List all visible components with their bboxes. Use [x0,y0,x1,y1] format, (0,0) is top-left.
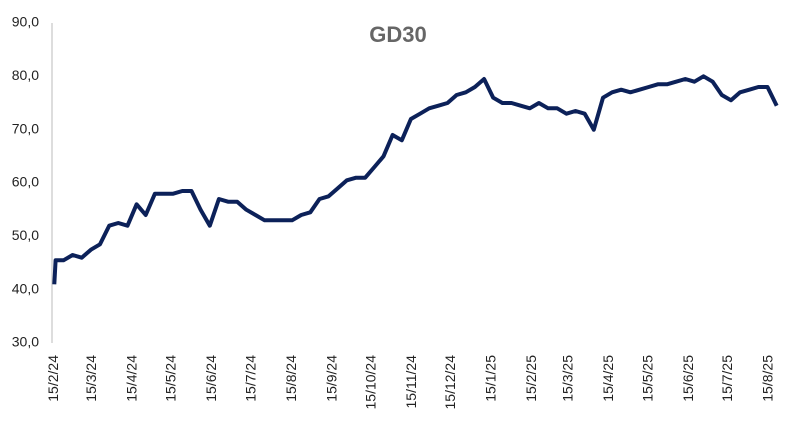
x-tick-label: 15/8/25 [760,355,776,402]
chart-title: GD30 [369,22,426,47]
x-tick-label: 15/8/24 [283,355,299,402]
x-tick-label: 15/3/24 [83,355,99,402]
y-tick-label: 30,0 [12,334,39,350]
x-tick-label: 15/5/25 [639,355,655,402]
x-tick-label: 15/4/25 [600,355,616,402]
y-tick-label: 90,0 [12,14,39,30]
x-tick-label: 15/12/24 [442,355,458,410]
x-tick-label: 15/6/24 [203,355,219,402]
x-tick-label: 15/6/25 [680,355,696,402]
x-tick-label: 15/2/25 [523,355,539,402]
x-tick-label: 15/10/24 [362,355,378,410]
y-tick-label: 80,0 [12,67,39,83]
y-tick-label: 40,0 [12,280,39,296]
y-tick-label: 70,0 [12,120,39,136]
x-tick-label: 15/2/24 [45,355,61,402]
x-tick-label: 15/5/24 [163,355,179,402]
x-tick-label: 15/11/24 [403,355,419,409]
x-tick-label: 15/3/25 [560,355,576,402]
y-tick-label: 60,0 [12,174,39,190]
x-tick-label: 15/4/24 [123,355,139,402]
x-tick-label: 15/7/25 [719,355,735,402]
x-tick-label: 15/9/24 [323,355,339,402]
x-tick-label: 15/1/25 [483,355,499,402]
line [52,74,779,285]
x-tick-label: 15/7/24 [242,355,258,402]
y-tick-label: 50,0 [12,227,39,243]
